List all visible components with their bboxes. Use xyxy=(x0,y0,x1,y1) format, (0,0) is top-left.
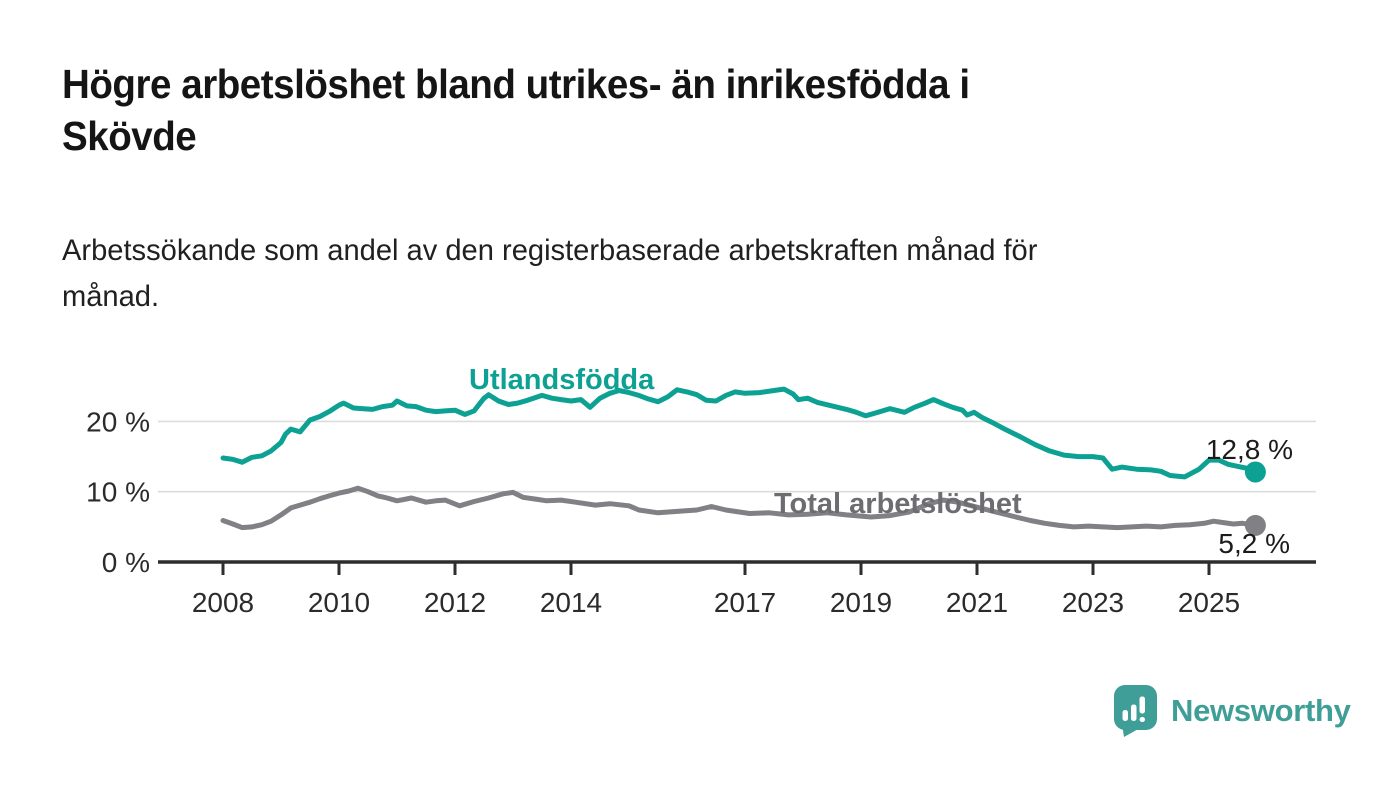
bar-chart-speech-bubble-icon xyxy=(1114,685,1157,737)
series-end-dot-1 xyxy=(1244,514,1266,536)
x-tick-label: 2014 xyxy=(540,587,602,618)
series-label-utlandsfodda: Utlandsfödda xyxy=(469,364,655,396)
x-tick-label: 2023 xyxy=(1062,587,1124,618)
y-tick-label: 10 % xyxy=(86,477,150,508)
series-end-dot-0 xyxy=(1244,461,1266,483)
page-title: Högre arbetslöshet bland utrikes- än inr… xyxy=(62,58,1340,162)
x-tick-label: 2021 xyxy=(946,587,1008,618)
chart-subtitle: Arbetssökande som andel av den registerb… xyxy=(62,228,1323,320)
x-tick-label: 2025 xyxy=(1178,587,1240,618)
y-tick-label: 20 % xyxy=(86,406,150,437)
end-value-label-total: 5,2 % xyxy=(1218,528,1290,559)
series-line-1 xyxy=(220,485,1258,531)
subtitle-line-1: Arbetssökande som andel av den registerb… xyxy=(62,234,1038,267)
x-tick-label: 2017 xyxy=(714,587,776,618)
end-value-label-utlandsfodda: 12,8 % xyxy=(1205,434,1293,465)
title-line-1: Högre arbetslöshet bland utrikes- än inr… xyxy=(62,61,970,107)
newsworthy-wordmark: Newsworthy xyxy=(1171,693,1351,728)
subtitle-line-2: månad. xyxy=(62,280,160,313)
title-line-2: Skövde xyxy=(62,113,197,159)
series-line-0 xyxy=(220,386,1258,480)
newsworthy-logo: Newsworthy xyxy=(1113,684,1351,738)
x-tick-label: 2012 xyxy=(424,587,486,618)
x-tick-label: 2010 xyxy=(308,587,370,618)
x-tick-label: 2008 xyxy=(192,587,254,618)
x-tick-label: 2019 xyxy=(830,587,892,618)
y-tick-label: 0 % xyxy=(102,547,150,578)
series-label-total-arbetsloshet: Total arbetslöshet xyxy=(774,488,1022,520)
